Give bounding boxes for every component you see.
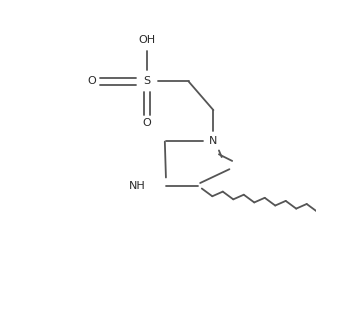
Text: NH: NH [129, 181, 146, 191]
Text: N: N [209, 136, 218, 146]
Text: OH: OH [139, 35, 156, 45]
Text: O: O [88, 76, 96, 87]
Text: S: S [143, 76, 151, 87]
Text: O: O [143, 118, 152, 128]
